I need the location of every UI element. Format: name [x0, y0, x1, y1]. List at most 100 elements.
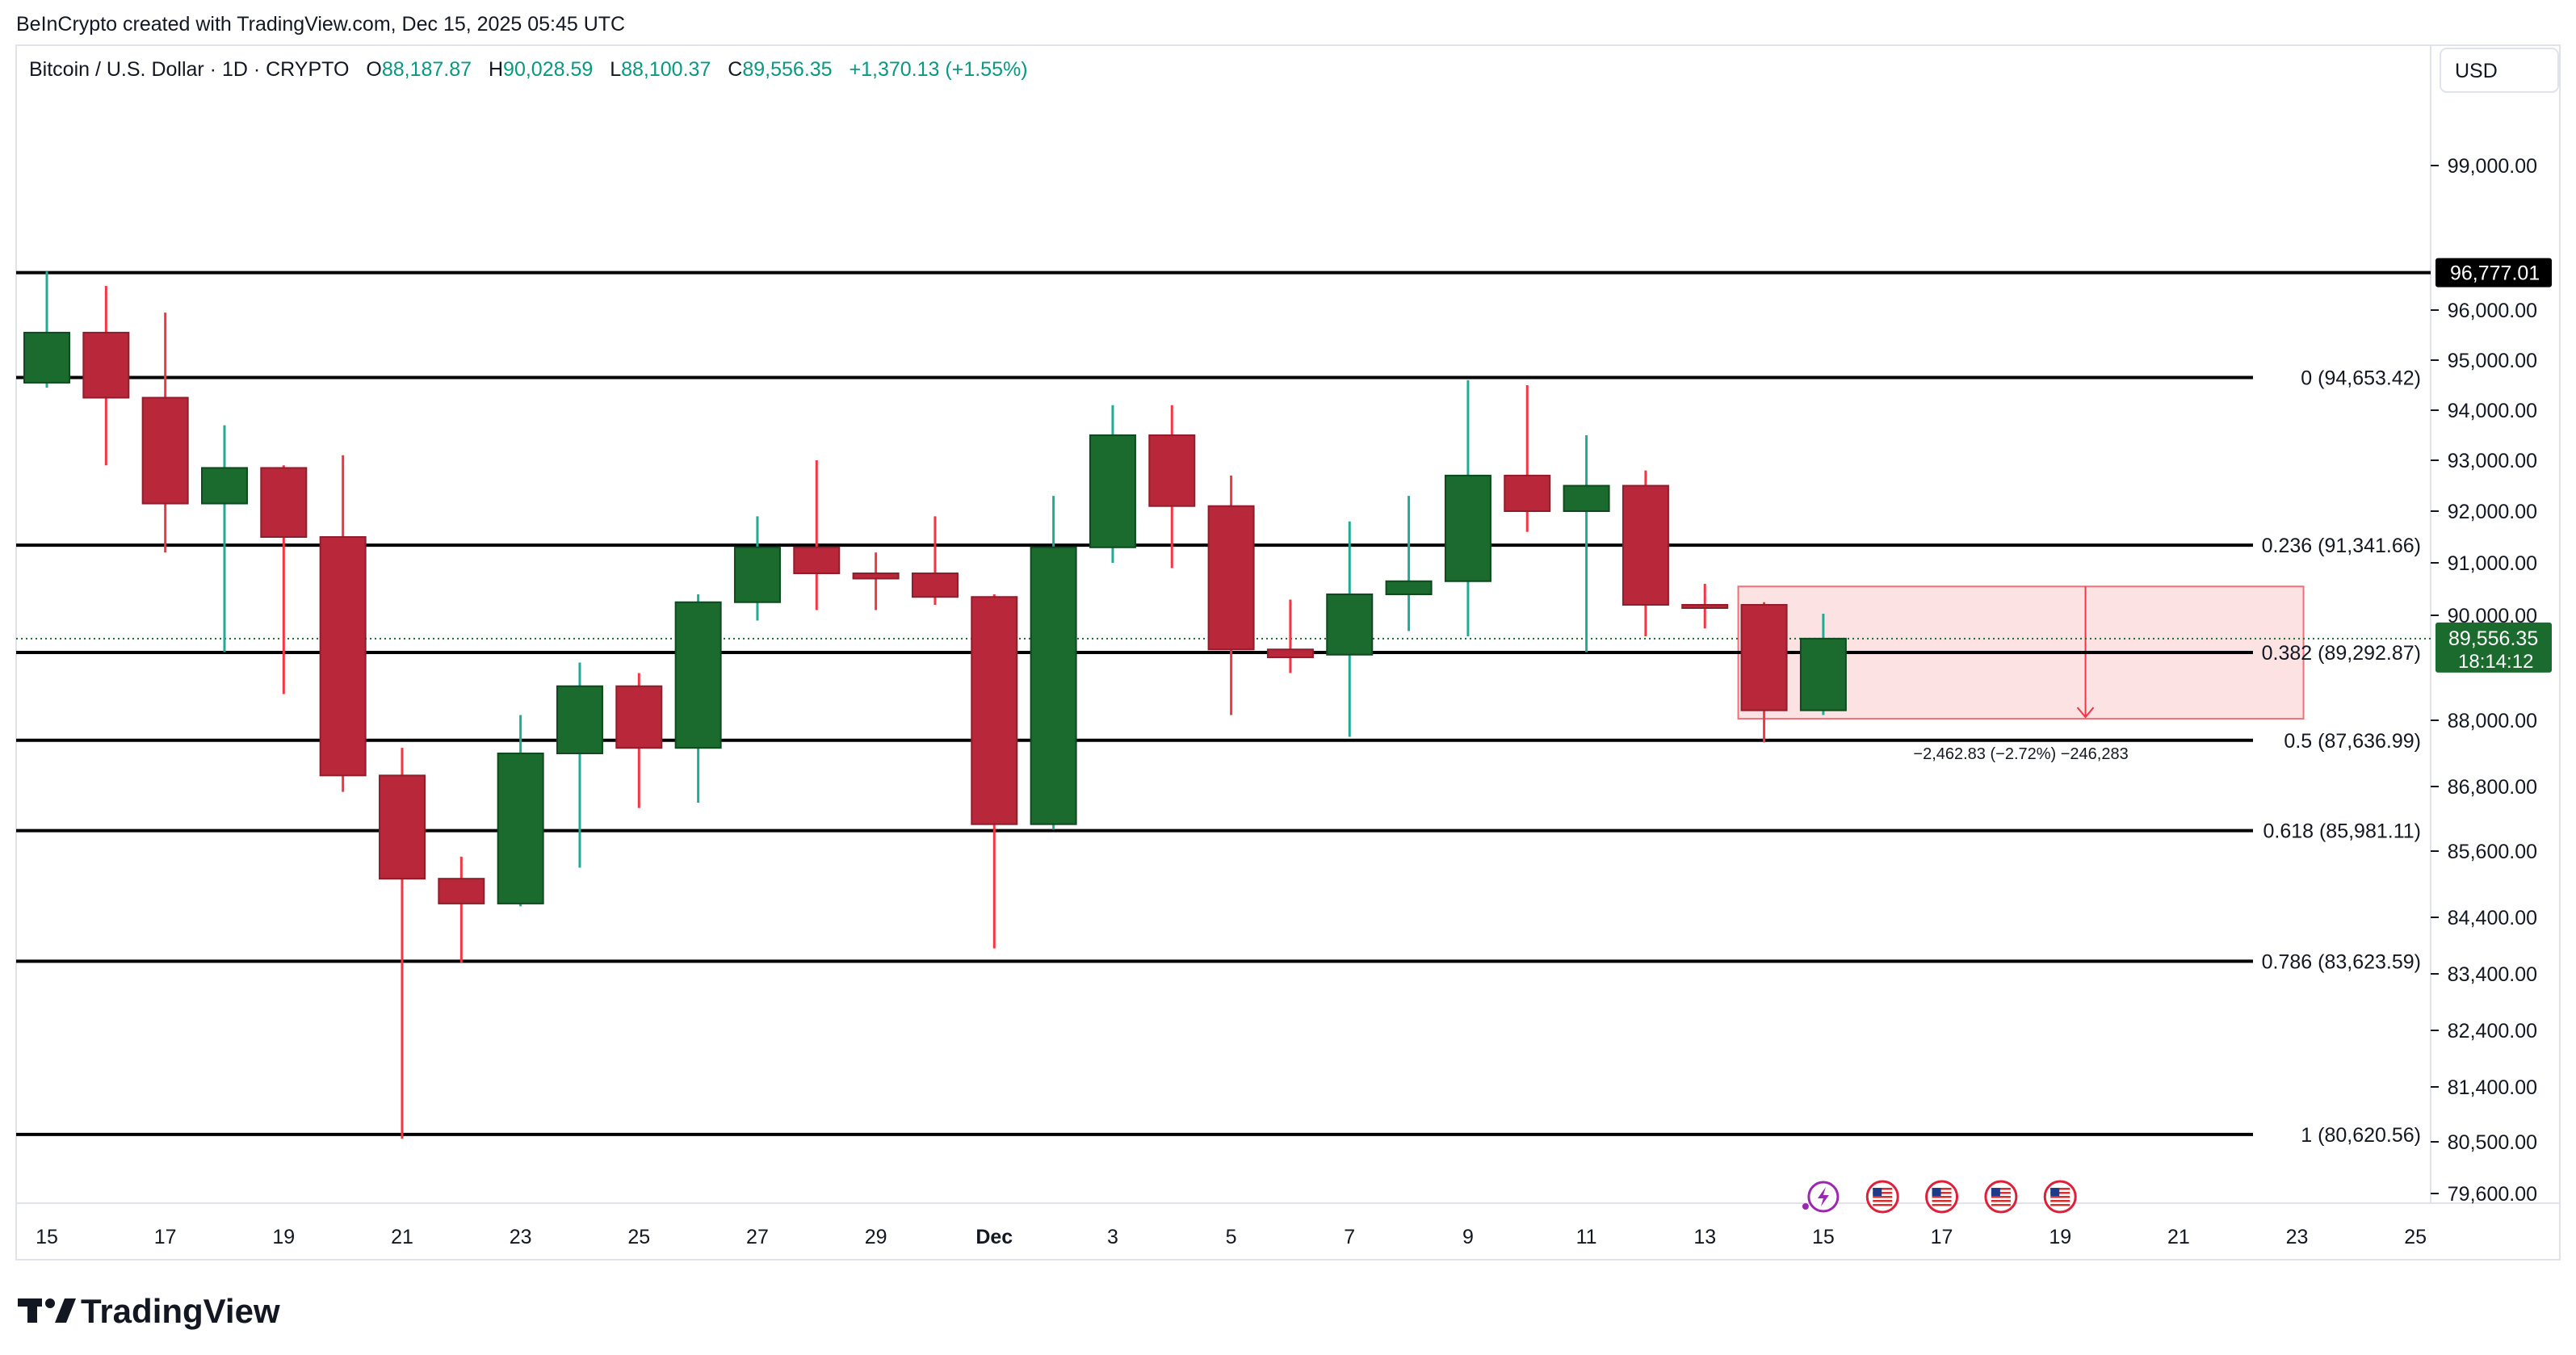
candle[interactable] — [1266, 599, 1314, 673]
us-flag-icon[interactable] — [2043, 1180, 2077, 1214]
candle[interactable] — [1444, 380, 1491, 636]
candle-body — [438, 878, 485, 904]
currency-label[interactable]: USD — [2455, 60, 2498, 82]
candle[interactable] — [556, 662, 603, 868]
candle-body — [674, 601, 722, 749]
candles — [23, 271, 1847, 1139]
projection-label: −2,462.83 (−2.72%) −246,283 — [1913, 745, 2128, 763]
candle[interactable] — [82, 286, 130, 466]
current-price-tag — [2435, 622, 2552, 673]
candle[interactable] — [911, 516, 959, 605]
candle[interactable] — [971, 594, 1018, 949]
candle[interactable] — [852, 552, 900, 610]
candle[interactable] — [1563, 435, 1610, 652]
candle-body — [497, 753, 544, 904]
us-flag-icon-stripe — [1873, 1192, 1893, 1194]
time-tick-label: 3 — [1107, 1226, 1118, 1248]
time-tick-label: Dec — [975, 1226, 1013, 1248]
legend-row: Bitcoin / U.S. Dollar · 1D · CRYPTO O88,… — [29, 58, 1028, 81]
time-tick-label: 13 — [1693, 1226, 1716, 1248]
price-tick-label: 80,500.00 — [2448, 1131, 2537, 1154]
candle[interactable] — [1681, 584, 1729, 629]
us-flag-icon-stripe — [1991, 1200, 2011, 1202]
us-flag-icon-stripe — [1932, 1204, 1952, 1206]
us-flag-icon-canton — [2050, 1188, 2060, 1196]
candle-body — [1799, 637, 1847, 711]
candle[interactable] — [1030, 496, 1077, 830]
candle[interactable] — [23, 271, 70, 388]
lightning-icon-bolt — [1817, 1187, 1829, 1206]
candle[interactable] — [497, 715, 544, 907]
candle[interactable] — [260, 465, 308, 694]
us-flag-icon-canton — [1873, 1188, 1882, 1196]
candle[interactable] — [1622, 470, 1669, 636]
candle[interactable] — [378, 748, 426, 1139]
candle-body — [1089, 434, 1136, 548]
price-axis[interactable]: 99,000.00 96,000.00 95,000.00 94,000.00 93,0… — [2431, 155, 2552, 1206]
fib-label-0: 0 (94,653.42) — [2301, 367, 2421, 389]
candle[interactable] — [1385, 496, 1433, 631]
us-flag-icon-stripe — [1873, 1188, 1893, 1190]
candle-body — [1326, 594, 1374, 656]
fib-label-0.382: 0.382 (89,292.87) — [2262, 642, 2421, 665]
resistance-price-label: 96,777.01 — [2450, 262, 2540, 285]
candle[interactable] — [141, 313, 189, 553]
current-price-label: 89,556.35 — [2448, 627, 2538, 650]
candle[interactable] — [1089, 405, 1136, 563]
candle[interactable] — [674, 594, 722, 803]
event-markers[interactable] — [1802, 1180, 2077, 1214]
candle[interactable] — [1504, 385, 1551, 532]
countdown-label: 18:14:12 — [2458, 651, 2533, 673]
time-tick-label: 15 — [1812, 1226, 1835, 1248]
candle-body — [556, 685, 603, 754]
time-tick-label: 23 — [2286, 1226, 2309, 1248]
candle[interactable] — [438, 856, 485, 963]
candle-body — [852, 573, 900, 580]
currency-button[interactable]: USD — [2440, 48, 2559, 93]
us-flag-icon[interactable] — [1865, 1180, 1899, 1214]
us-flag-icon[interactable] — [1925, 1180, 1959, 1214]
lightning-icon[interactable] — [1802, 1181, 1840, 1213]
tradingview-logo[interactable]: TradingView — [18, 1292, 280, 1330]
candle[interactable] — [1799, 614, 1847, 715]
time-tick-label: 17 — [154, 1226, 177, 1248]
time-tick-label: 19 — [272, 1226, 295, 1248]
price-tick-label: 84,400.00 — [2448, 907, 2537, 929]
candle[interactable] — [793, 460, 841, 610]
time-tick-label: 25 — [2404, 1226, 2427, 1248]
candle[interactable] — [1740, 602, 1788, 743]
price-tick-label: 95,000.00 — [2448, 350, 2537, 372]
us-flag-icon-stripe — [1991, 1192, 2011, 1194]
time-tick-label: 25 — [627, 1226, 650, 1248]
us-flag-icon[interactable] — [1984, 1180, 2018, 1214]
candle-body — [319, 536, 367, 777]
time-tick-label: 17 — [1931, 1226, 1953, 1248]
candle-body — [1681, 604, 1729, 609]
price-tick-label: 94,000.00 — [2448, 400, 2537, 422]
candle[interactable] — [200, 425, 248, 652]
us-flag-icon-stripe — [2050, 1196, 2070, 1198]
time-tick-label: 27 — [746, 1226, 769, 1248]
price-tick-label: 81,400.00 — [2448, 1076, 2537, 1099]
time-tick-label: 21 — [2167, 1226, 2190, 1248]
time-tick-label: 19 — [2049, 1226, 2071, 1248]
candle[interactable] — [319, 455, 367, 792]
candle[interactable] — [1326, 521, 1374, 737]
price-tick-label: 91,000.00 — [2448, 552, 2537, 575]
candle[interactable] — [1148, 405, 1196, 568]
close-label: C — [728, 58, 742, 81]
price-tick-label: 85,600.00 — [2448, 841, 2537, 863]
us-flag-icon-stripe — [1991, 1188, 2011, 1190]
price-tick-label: 93,000.00 — [2448, 450, 2537, 472]
us-flag-icon-stripe — [1991, 1204, 2011, 1206]
candle[interactable] — [1207, 475, 1255, 715]
candle-body — [23, 331, 70, 384]
time-axis[interactable]: 15 17 19 21 23 25 27 29 Dec 3 5 7 9 11 13 15 17 19 21 23 25 — [36, 1226, 2427, 1248]
candle[interactable] — [615, 673, 663, 808]
fib-label-0.5: 0.5 (87,636.99) — [2284, 730, 2421, 753]
us-flag-icon-stripe — [1932, 1188, 1952, 1190]
candle-body — [1444, 474, 1491, 582]
candle[interactable] — [733, 516, 781, 621]
time-tick-label: 7 — [1344, 1226, 1355, 1248]
